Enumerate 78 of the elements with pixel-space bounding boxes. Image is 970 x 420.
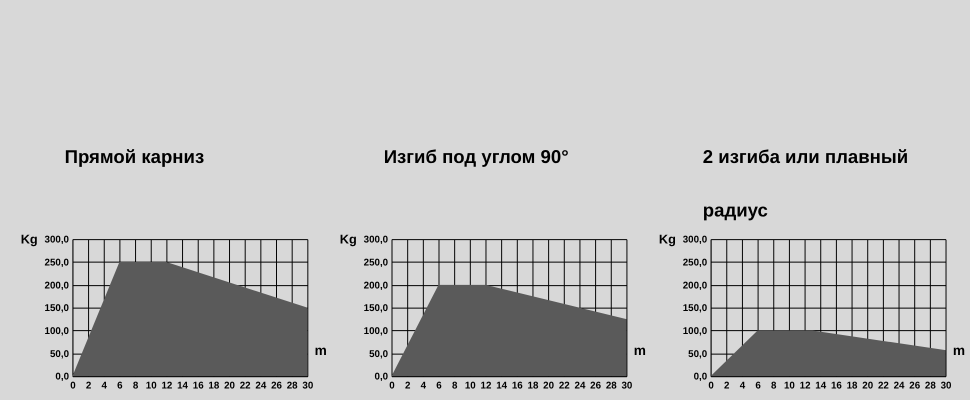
chart-title: 2 изгиба или плавный радиус xyxy=(702,146,908,221)
x-tick-label: 0 xyxy=(389,380,396,392)
y-tick-label: 100,0 xyxy=(364,326,389,337)
y-tick-label: 200,0 xyxy=(364,280,389,292)
x-tick-label: 22 xyxy=(878,380,890,392)
x-tick-label: 14 xyxy=(496,380,508,392)
chart-title: Прямой карниз xyxy=(64,146,204,167)
x-axis-title: m xyxy=(314,343,327,358)
x-tick-label: 16 xyxy=(512,380,524,392)
y-tick-label: 200,0 xyxy=(44,280,70,292)
y-tick-label: 300,0 xyxy=(682,234,708,246)
y-tick-label: 0,0 xyxy=(374,372,389,383)
y-tick-label: 0,0 xyxy=(694,372,708,383)
x-tick-label: 20 xyxy=(862,380,874,392)
x-tick-label: 0 xyxy=(708,380,714,392)
x-tick-label: 18 xyxy=(208,380,220,392)
x-tick-label: 26 xyxy=(909,380,921,392)
x-tick-label: 30 xyxy=(940,380,952,392)
y-tick-label: 200,0 xyxy=(682,280,708,292)
x-tick-label: 20 xyxy=(224,380,236,392)
y-tick-label: 50,0 xyxy=(369,348,389,360)
x-tick-label: 24 xyxy=(255,380,267,392)
y-tick-label: 50,0 xyxy=(688,348,708,360)
x-tick-label: 8 xyxy=(452,380,458,392)
x-tick-label: 14 xyxy=(815,380,827,392)
x-tick-label: 16 xyxy=(830,380,842,392)
y-axis-title: Kg xyxy=(340,232,357,247)
x-tick-label: 28 xyxy=(606,380,618,392)
x-tick-label: 24 xyxy=(574,380,586,392)
y-tick-label: 100,0 xyxy=(44,326,70,337)
x-tick-label: 8 xyxy=(771,380,778,392)
x-tick-label: 10 xyxy=(146,380,158,392)
x-tick-label: 24 xyxy=(894,380,906,392)
x-tick-label: 4 xyxy=(102,380,108,392)
x-tick-label: 28 xyxy=(924,380,936,392)
x-tick-label: 30 xyxy=(621,380,633,392)
y-axis-title: Kg xyxy=(658,232,676,247)
x-axis-title: m xyxy=(634,343,646,358)
y-axis-title: Kg xyxy=(20,232,38,247)
x-tick-label: 22 xyxy=(240,380,252,392)
x-tick-label: 10 xyxy=(784,380,796,392)
x-tick-label: 12 xyxy=(480,380,492,392)
x-tick-label: 8 xyxy=(132,380,139,392)
y-tick-label: 150,0 xyxy=(44,303,70,314)
y-tick-label: 300,0 xyxy=(44,234,70,246)
y-tick-label: 50,0 xyxy=(50,348,70,360)
x-tick-label: 18 xyxy=(846,380,858,392)
x-tick-label: 16 xyxy=(192,380,204,392)
y-tick-label: 250,0 xyxy=(364,257,389,268)
x-tick-label: 4 xyxy=(740,380,746,392)
x-tick-label: 18 xyxy=(528,380,539,392)
x-tick-label: 22 xyxy=(558,380,570,392)
x-tick-label: 12 xyxy=(800,380,812,392)
x-tick-label: 6 xyxy=(117,380,124,392)
y-tick-label: 100,0 xyxy=(682,326,708,337)
x-tick-label: 14 xyxy=(177,380,189,392)
y-tick-label: 300,0 xyxy=(364,234,389,246)
x-tick-label: 6 xyxy=(755,380,762,392)
x-tick-label: 26 xyxy=(590,380,602,392)
y-tick-label: 150,0 xyxy=(682,303,708,314)
y-tick-label: 0,0 xyxy=(55,372,70,383)
x-tick-label: 28 xyxy=(286,380,298,392)
x-tick-label: 12 xyxy=(161,380,173,392)
x-axis-title: m xyxy=(952,343,966,358)
y-tick-label: 150,0 xyxy=(364,303,389,314)
x-tick-label: 26 xyxy=(271,380,283,392)
x-tick-label: 30 xyxy=(302,380,314,392)
x-tick-label: 2 xyxy=(724,380,730,392)
x-tick-label: 20 xyxy=(543,380,555,392)
y-tick-label: 250,0 xyxy=(682,257,708,268)
x-tick-label: 6 xyxy=(436,380,442,392)
x-tick-label: 2 xyxy=(86,380,92,392)
x-tick-label: 2 xyxy=(404,380,411,392)
x-tick-label: 4 xyxy=(420,380,427,392)
chart-title: Изгиб под углом 90° xyxy=(384,146,569,167)
y-tick-label: 250,0 xyxy=(44,257,70,268)
x-tick-label: 10 xyxy=(464,380,476,392)
x-tick-label: 0 xyxy=(70,380,76,392)
